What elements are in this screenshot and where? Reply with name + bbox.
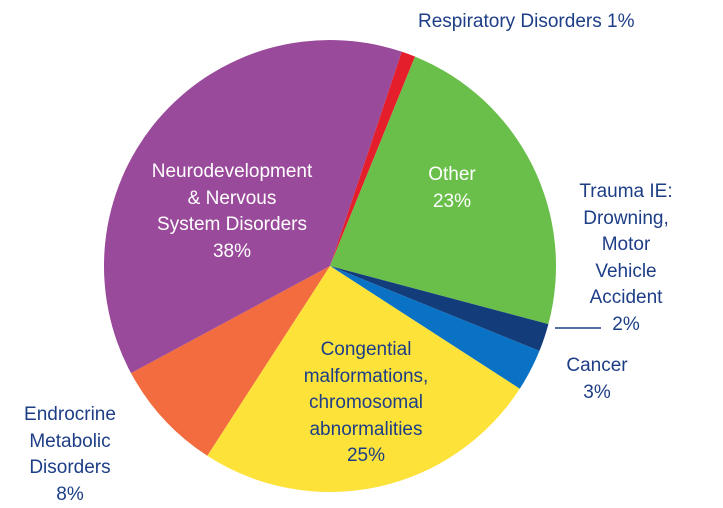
value-label: 23% xyxy=(432,190,472,212)
value-label: 1% xyxy=(607,11,635,32)
slice-label: Respiratory Disorders 1% xyxy=(418,9,634,36)
value-label: 8% xyxy=(56,483,84,505)
pie-slice xyxy=(207,266,520,492)
category-label: Congential malformations, chromosomal ab… xyxy=(303,339,429,440)
category-label: Respiratory Disorders xyxy=(418,11,602,32)
value-label: 3% xyxy=(583,381,611,403)
category-label: Neurodevelopment & Nervous System Disord… xyxy=(151,161,313,235)
pie-slice xyxy=(330,56,556,325)
slice-label: Neurodevelopment & Nervous System Disord… xyxy=(152,159,313,265)
category-label: Cancer xyxy=(566,355,628,376)
pie-slice xyxy=(330,266,540,389)
category-label: Trauma IE: Drowning, Motor Vehicle Accid… xyxy=(579,181,673,308)
value-label: 38% xyxy=(212,240,252,262)
value-label: 2% xyxy=(612,313,640,335)
pie-slice xyxy=(330,266,549,352)
slice-label: Trauma IE: Drowning, Motor Vehicle Accid… xyxy=(578,179,675,338)
category-label: Endrocrine Metabolic Disorders xyxy=(24,404,116,478)
slice-label: Endrocrine Metabolic Disorders 8% xyxy=(24,402,116,508)
pie-slice xyxy=(131,266,330,456)
pie-slice xyxy=(104,40,402,374)
slice-label: Congential malformations, chromosomal ab… xyxy=(304,337,429,470)
slice-label: Other 23% xyxy=(428,162,476,215)
value-label: 25% xyxy=(346,445,386,466)
slice-label: Cancer 3% xyxy=(566,353,627,406)
category-label: Other xyxy=(428,164,476,185)
pie-slice xyxy=(330,51,416,267)
